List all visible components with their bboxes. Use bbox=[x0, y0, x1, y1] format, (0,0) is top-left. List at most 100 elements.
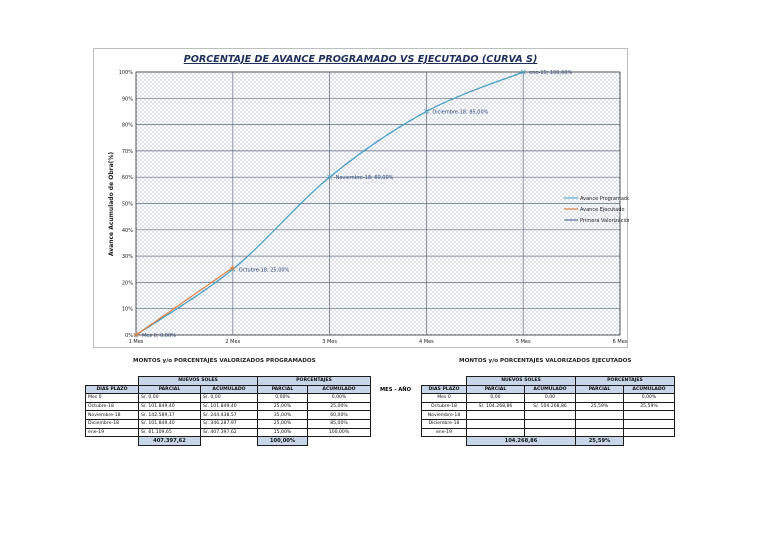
table-row: Noviembre-18 S/. 142.589,17 S/. 244.438,57… bbox=[85, 410, 371, 420]
total-soles: 407.397,62 bbox=[138, 436, 201, 446]
header-parcial: PARCIAL bbox=[138, 384, 201, 395]
table-cell: S/. 61.109,65 bbox=[138, 427, 201, 438]
total-porcentaje: 100,00% bbox=[257, 436, 308, 446]
table-cell bbox=[466, 427, 525, 438]
x-tick-label: 6 Mes bbox=[613, 339, 628, 345]
x-tick-label: 1 Mes bbox=[129, 339, 144, 345]
table-cell: Mes 0 bbox=[421, 393, 467, 403]
legend-label: Primera Valorización bbox=[580, 217, 629, 224]
header-dias-plazo: DIAS PLAZO bbox=[85, 384, 139, 395]
plot-border bbox=[135, 71, 621, 336]
table-cell: 0,00% bbox=[307, 393, 371, 403]
blank-cell bbox=[422, 437, 467, 446]
table-cell: S/. 407.397,62 bbox=[200, 427, 258, 438]
header-pct-acumulado: ACUMULADO bbox=[623, 384, 675, 395]
y-tick-label: 0% bbox=[125, 333, 133, 339]
blank-cell bbox=[624, 437, 675, 446]
table-cell: Noviembre-18 bbox=[421, 410, 467, 420]
chart-svg: 0% 10% 20% 30% 40% 50% 60% 70% 80% 90% 100% 1 Mes 2 … bbox=[108, 69, 629, 345]
header-acumulado: ACUMULADO bbox=[524, 384, 576, 395]
table-cell: S/. 104.268,86 bbox=[524, 401, 576, 412]
data-point bbox=[423, 108, 429, 114]
header-pct-parcial: PARCIAL bbox=[575, 384, 624, 395]
table-row: Noviembre-18 bbox=[421, 410, 675, 420]
table-cell bbox=[575, 410, 624, 420]
table-row: ene-19 S/. 61.109,65 S/. 407.397,62 15,00% 1… bbox=[85, 427, 371, 438]
table-cell: Octubre-18 bbox=[85, 401, 139, 412]
chart-title: PORCENTAJE DE AVANCE PROGRAMADO VS EJECU… bbox=[183, 54, 538, 65]
table-row: Octubre-18 S/. 101.849,40 S/. 101.849,40 25… bbox=[85, 401, 371, 412]
caption-ejecutados: MONTOS y/o PORCENTAJES VALORIZADOS EJECU… bbox=[459, 358, 632, 364]
data-label: ene-19; 100,00% bbox=[529, 70, 572, 76]
table-cell: 0,00% bbox=[623, 393, 675, 403]
y-tick-label: 90% bbox=[122, 96, 133, 102]
data-label: Mes 0; 0,00% bbox=[142, 333, 176, 339]
table-cell: S/. 0,00 bbox=[138, 393, 201, 403]
table-cell: ene-19 bbox=[421, 427, 467, 438]
legend-label: Avance Ejecutado bbox=[580, 207, 625, 213]
table-cell bbox=[466, 410, 525, 420]
table-row: Diciembre-18 bbox=[421, 418, 675, 429]
table-cell: 0,00 bbox=[524, 393, 576, 403]
table-cell: 85,00% bbox=[307, 418, 371, 429]
data-label: Diciembre-18; 85,00% bbox=[432, 109, 488, 115]
blank-cell bbox=[308, 437, 371, 446]
table-cell: S/. 104.268,86 bbox=[466, 401, 525, 412]
blank-cell bbox=[201, 437, 258, 446]
x-tick-label: 4 Mes bbox=[419, 339, 434, 345]
table-row: Mes 0 S/. 0,00 S/. 0,00 0,00% 0,00% bbox=[85, 393, 371, 403]
table-cell: S/. 101.849,40 bbox=[138, 401, 201, 412]
table-cell: 25,59% bbox=[575, 401, 624, 412]
table-programados: NUEVOS SOLES PORCENTAJES DIAS PLAZO PARC… bbox=[85, 376, 371, 446]
table-cell: S/. 244.438,57 bbox=[200, 410, 258, 420]
header-porcentajes: PORCENTAJES bbox=[257, 376, 371, 386]
table-cell: 100,00% bbox=[307, 427, 371, 438]
y-tick-label: 60% bbox=[122, 175, 133, 181]
table-row: ene-19 bbox=[421, 427, 675, 438]
table-cell: 0,00% bbox=[257, 393, 308, 403]
x-tick-label: 2 Mes bbox=[225, 339, 240, 345]
table-cell: Noviembre-18 bbox=[85, 410, 139, 420]
table-cell bbox=[466, 418, 525, 429]
header-pct-parcial: PARCIAL bbox=[257, 384, 308, 395]
table-cell: 25,00% bbox=[307, 401, 371, 412]
data-point bbox=[327, 174, 333, 180]
table-cell: S/. 0,00 bbox=[200, 393, 258, 403]
y-tick-label: 40% bbox=[122, 228, 133, 234]
blank-cell bbox=[86, 377, 139, 386]
table-cell: 0,00 bbox=[466, 393, 525, 403]
blank-cell bbox=[86, 437, 139, 446]
table-cell bbox=[575, 418, 624, 429]
table-cell: S/. 101.849,40 bbox=[200, 401, 258, 412]
header-acumulado: ACUMULADO bbox=[200, 384, 258, 395]
table-cell bbox=[575, 393, 624, 403]
table-cell: 25,59% bbox=[623, 401, 675, 412]
header-pct-acumulado: ACUMULADO bbox=[307, 384, 371, 395]
table-cell bbox=[575, 427, 624, 438]
y-tick-label: 70% bbox=[122, 149, 133, 155]
caption-programados: MONTOS y/o PORCENTAJES VALORIZADOS PROGR… bbox=[133, 358, 316, 364]
table-cell: 15,00% bbox=[257, 427, 308, 438]
table-cell bbox=[623, 410, 675, 420]
x-tick-label: 5 Mes bbox=[516, 339, 531, 345]
table-cell: 25,00% bbox=[257, 401, 308, 412]
data-point bbox=[520, 69, 526, 75]
table-cell: Mes 0 bbox=[85, 393, 139, 403]
table-cell bbox=[623, 427, 675, 438]
table-cell: Diciembre-18 bbox=[421, 418, 467, 429]
table-cell: S/. 142.589,17 bbox=[138, 410, 201, 420]
blank-cell bbox=[422, 377, 467, 386]
y-tick-label: 30% bbox=[122, 254, 133, 260]
table-row: Diciembre-18 S/. 101.849,40 S/. 346.287,97… bbox=[85, 418, 371, 429]
header-nuevos-soles: NUEVOS SOLES bbox=[466, 376, 576, 386]
table-cell bbox=[524, 418, 576, 429]
table-cell: ene-19 bbox=[85, 427, 139, 438]
table-cell: 35,00% bbox=[257, 410, 308, 420]
table-cell: S/. 101.849,40 bbox=[138, 418, 201, 429]
y-tick-label: 50% bbox=[122, 202, 133, 208]
data-label: Octubre-18; 25,00% bbox=[239, 267, 290, 273]
y-tick-label: 10% bbox=[122, 307, 133, 313]
table-cell: Octubre-18 bbox=[421, 401, 467, 412]
header-parcial: PARCIAL bbox=[466, 384, 525, 395]
total-soles: 104.268,86 bbox=[466, 436, 576, 446]
